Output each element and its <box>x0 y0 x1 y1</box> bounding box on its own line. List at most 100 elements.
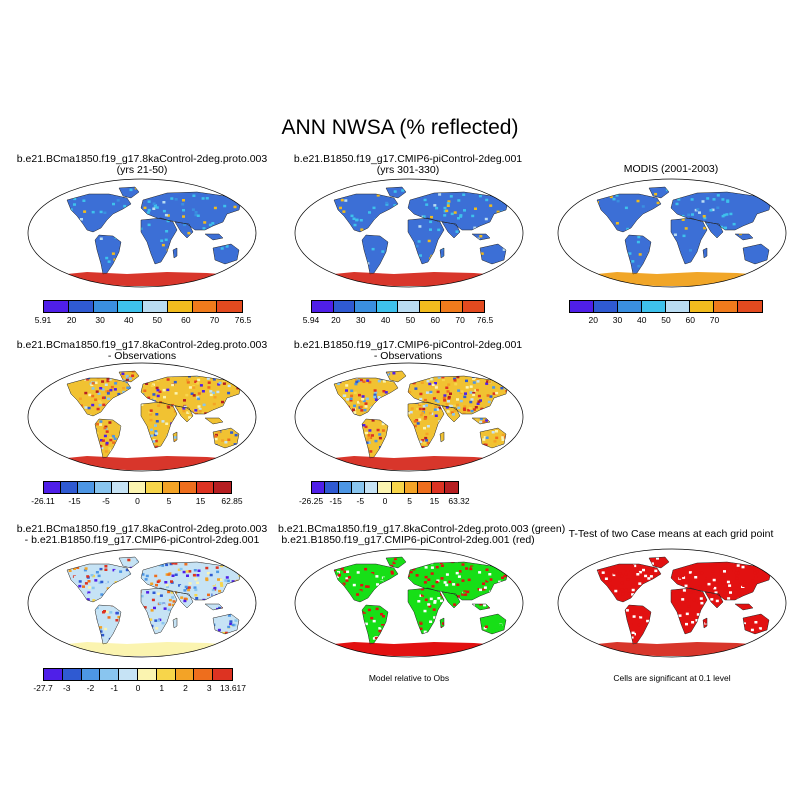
panel-title-relative: b.e21.BCma1850.f19_g17.8kaControl-2deg.p… <box>278 523 566 546</box>
colorbar-label: 20 <box>331 315 341 325</box>
colorbar-label: 50 <box>405 315 416 325</box>
continent-6 <box>705 222 723 238</box>
colorbar-label: -3 <box>62 683 71 693</box>
continent-2 <box>95 235 121 274</box>
colorbar-label: 60 <box>430 315 441 325</box>
map-relative <box>294 548 524 658</box>
map-case1 <box>27 178 257 288</box>
colorbar-label: 63.32 <box>448 496 470 506</box>
colorbar-label: 2 <box>183 683 188 693</box>
continent-8 <box>213 244 239 264</box>
continent-4 <box>671 588 707 634</box>
colorbar-label: 15 <box>195 496 206 506</box>
colorbar-label: -15 <box>68 496 81 506</box>
map-case1-obs <box>27 362 257 472</box>
caption-relative: Model relative to Obs <box>368 673 450 683</box>
colorbar-label: 30 <box>612 315 623 325</box>
map-obs <box>557 178 787 288</box>
continent-5 <box>173 618 177 628</box>
map-ttest <box>557 548 787 658</box>
panel-title-obs: MODIS (2001-2003) <box>623 163 719 175</box>
continent-8 <box>743 244 769 264</box>
antarctica <box>324 642 509 656</box>
continent-4 <box>408 402 444 448</box>
colorbar-label: -2 <box>86 683 95 693</box>
colorbar-label: 76.5 <box>234 315 252 325</box>
colorbar-label: 60 <box>685 315 695 325</box>
panel-title-case2: b.e21.B1850.f19_g17.CMIP6-piControl-2deg… <box>293 153 523 176</box>
continent-3 <box>141 192 241 230</box>
continent-3 <box>671 192 771 230</box>
panel-title-case2-obs: b.e21.B1850.f19_g17.CMIP6-piControl-2deg… <box>293 339 523 362</box>
antarctica <box>587 272 772 286</box>
main-title: ANN NWSA (% reflected) <box>281 116 519 139</box>
antarctica <box>324 272 509 286</box>
colorbar-label: 5 <box>166 496 172 506</box>
continent-4 <box>671 218 707 264</box>
continent-1 <box>386 371 406 382</box>
colorbar-label: 60 <box>181 315 191 325</box>
colorbar-label: 70 <box>709 315 720 325</box>
continent-3 <box>408 192 508 230</box>
colorbar-swatches <box>569 300 763 313</box>
continent-5 <box>703 248 707 258</box>
colorbar-label: 20 <box>66 315 77 325</box>
continent-7 <box>735 234 753 240</box>
colorbar-label: 0 <box>382 496 388 506</box>
colorbar-label: -26.11 <box>31 496 55 506</box>
colorbar-label: -1 <box>110 683 119 693</box>
colorbar-label: 5.91 <box>34 315 52 325</box>
colorbar-label: 1 <box>159 683 165 693</box>
colorbar-label: -26.25 <box>298 496 324 506</box>
continent-1 <box>119 557 139 568</box>
continent-4 <box>141 218 177 264</box>
colorbar-label: 30 <box>95 315 105 325</box>
panel-title-case1-obs: b.e21.BCma1850.f19_g17.8kaControl-2deg.p… <box>16 339 268 362</box>
panel-title-case1-case2: b.e21.BCma1850.f19_g17.8kaControl-2deg.p… <box>16 523 268 546</box>
colorbar-label: 5 <box>407 496 413 506</box>
colorbar-label: 15 <box>429 496 440 506</box>
antarctica <box>324 456 509 470</box>
colorbar-label: 30 <box>355 315 366 325</box>
colorbar-label: 5.94 <box>302 315 320 325</box>
continent-6 <box>442 222 460 238</box>
continent-1 <box>119 187 139 198</box>
colorbar-label: 62.85 <box>221 496 243 506</box>
colorbar-label: 0 <box>135 496 140 506</box>
continent-0 <box>67 378 131 416</box>
colorbar-label: 70 <box>455 315 465 325</box>
antarctica <box>57 456 242 470</box>
colorbar-label: 50 <box>152 315 163 325</box>
continent-0 <box>334 564 398 602</box>
continent-2 <box>625 235 651 274</box>
colorbar-label: 40 <box>380 315 391 325</box>
continent-7 <box>205 234 223 240</box>
colorbar-label: 40 <box>123 315 134 325</box>
continent-4 <box>408 218 444 264</box>
continent-4 <box>141 588 177 634</box>
map-case2 <box>294 178 524 288</box>
continent-0 <box>597 194 661 232</box>
continent-8 <box>480 428 506 448</box>
colorbar-swatches <box>43 300 243 313</box>
colorbar-swatches <box>311 481 459 494</box>
panel-title-case1: b.e21.BCma1850.f19_g17.8kaControl-2deg.p… <box>16 153 268 176</box>
antarctica <box>57 642 242 656</box>
map-case2-obs <box>294 362 524 472</box>
colorbar-label: 70 <box>209 315 220 325</box>
caption-ttest: Cells are significant at 0.1 level <box>613 673 731 683</box>
colorbar-label: -27.7 <box>33 683 53 693</box>
antarctica <box>57 272 242 286</box>
map-case1-case2 <box>27 548 257 658</box>
continent-0 <box>334 194 398 232</box>
colorbar-label: 0 <box>135 683 141 693</box>
colorbar-label: -5 <box>356 496 365 506</box>
continent-8 <box>480 244 506 264</box>
continent-7 <box>205 418 223 424</box>
panel-title-ttest: T-Test of two Case means at each grid po… <box>568 528 774 540</box>
continent-3 <box>671 562 771 600</box>
colorbar-swatches <box>43 481 232 494</box>
colorbar-label: 76.5 <box>476 315 494 325</box>
colorbar-swatches <box>43 668 233 681</box>
colorbar-swatches <box>311 300 485 313</box>
